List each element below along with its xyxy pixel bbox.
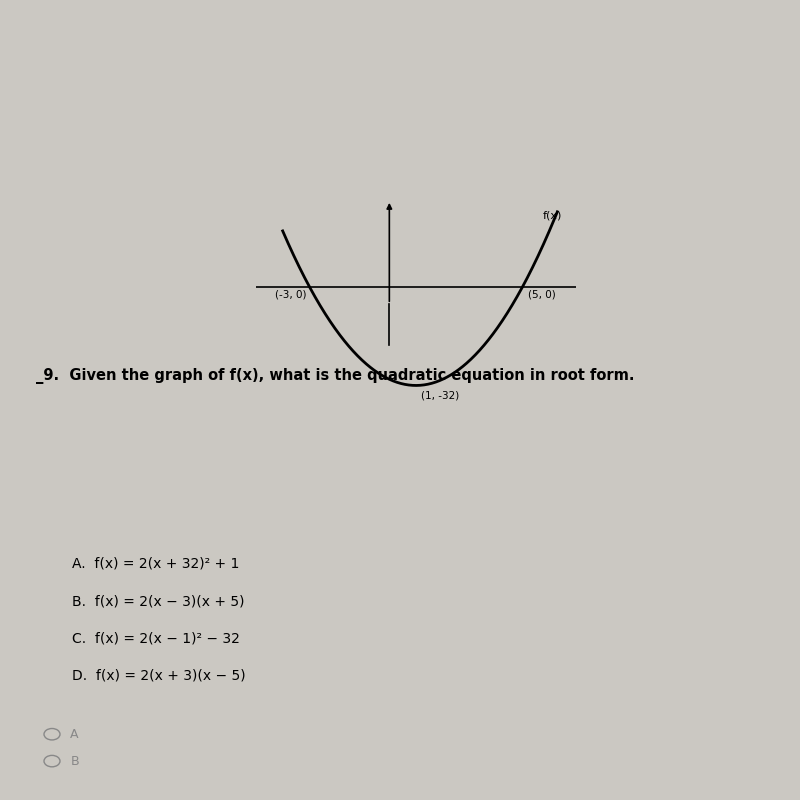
Text: B.  f(x) = 2(x − 3)(x + 5): B. f(x) = 2(x − 3)(x + 5) — [72, 594, 245, 608]
Circle shape — [44, 729, 60, 740]
Text: A: A — [70, 728, 79, 741]
Text: (5, 0): (5, 0) — [528, 290, 556, 300]
Text: C.  f(x) = 2(x − 1)² − 32: C. f(x) = 2(x − 1)² − 32 — [72, 631, 240, 646]
Text: f(x): f(x) — [542, 210, 562, 220]
Text: (-3, 0): (-3, 0) — [275, 290, 306, 300]
Text: (1, -32): (1, -32) — [422, 390, 459, 400]
Text: _9.  Given the graph of f(x), what is the quadratic equation in root form.: _9. Given the graph of f(x), what is the… — [36, 368, 634, 384]
Text: B: B — [70, 754, 79, 768]
Text: A.  f(x) = 2(x + 32)² + 1: A. f(x) = 2(x + 32)² + 1 — [72, 557, 239, 571]
Circle shape — [44, 755, 60, 767]
Text: D.  f(x) = 2(x + 3)(x − 5): D. f(x) = 2(x + 3)(x − 5) — [72, 669, 246, 682]
